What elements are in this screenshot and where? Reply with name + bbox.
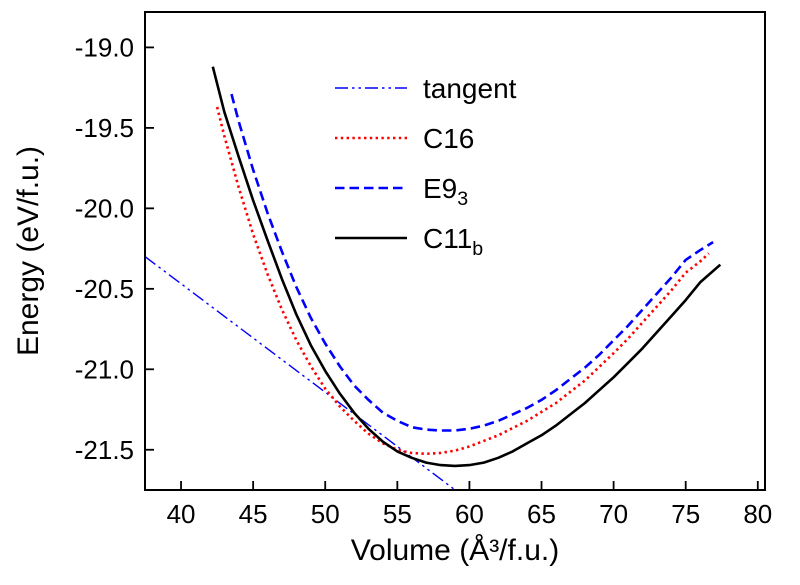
legend-label-C11_b: C11b bbox=[423, 223, 483, 260]
legend-label-C16: C16 bbox=[423, 123, 474, 154]
plot-frame bbox=[144, 11, 766, 491]
x-tick-label: 50 bbox=[311, 499, 340, 529]
y-axis-title: Energy (eV/f.u.) bbox=[12, 146, 45, 356]
x-tick-label: 75 bbox=[671, 499, 700, 529]
y-tick-label: -20.5 bbox=[75, 274, 134, 304]
legend-label-tangent: tangent bbox=[423, 73, 517, 104]
x-tick-label: 55 bbox=[383, 499, 412, 529]
series-line-C11_b bbox=[211, 66, 722, 468]
axes-group: 40 45 50 55 60 65 70 75 80 -19.0 -19.5 -20.0 -20.5 -2… bbox=[75, 11, 772, 529]
x-tick-label: 45 bbox=[239, 499, 268, 529]
x-tick-label: 60 bbox=[455, 499, 484, 529]
x-tick-label: 40 bbox=[167, 499, 196, 529]
y-tick-label: -20.0 bbox=[75, 193, 134, 223]
legend-label-E9_3: E93 bbox=[423, 173, 468, 210]
y-tick-label: -21.5 bbox=[75, 435, 134, 465]
y-tick-label: -19.0 bbox=[75, 32, 134, 62]
legend: tangent C16 E93 C11b bbox=[335, 73, 517, 260]
x-tick-label: 70 bbox=[599, 499, 628, 529]
series-line-E9_3 bbox=[230, 93, 714, 432]
x-axis-title: Volume (Å³/f.u.) bbox=[351, 534, 559, 567]
y-tick-label: -21.0 bbox=[75, 354, 134, 384]
series-group bbox=[145, 66, 722, 490]
x-tick-label: 80 bbox=[743, 499, 772, 529]
y-tick-label: -19.5 bbox=[75, 113, 134, 143]
series-line-C16 bbox=[215, 106, 710, 456]
x-tick-label: 65 bbox=[527, 499, 556, 529]
